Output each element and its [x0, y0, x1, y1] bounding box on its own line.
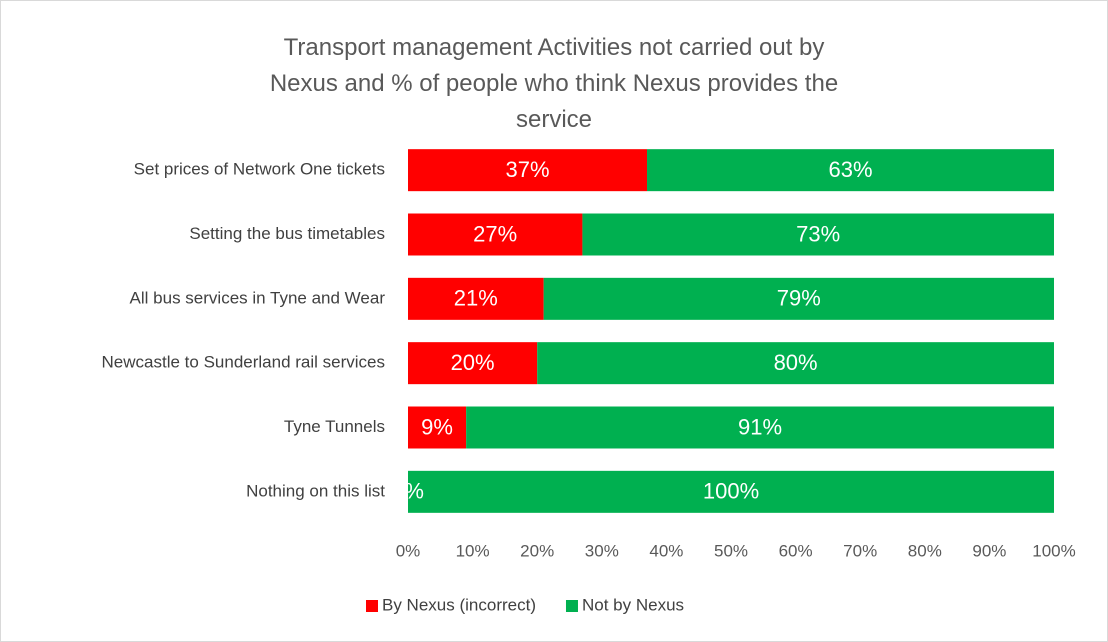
bar-segment — [537, 342, 1054, 385]
bar-segment — [408, 406, 467, 449]
x-tick-label: 80% — [908, 541, 942, 560]
data-label: 27% — [473, 221, 517, 246]
bar-segment — [543, 277, 1054, 320]
chart-title: Transport management Activities not carr… — [269, 34, 839, 133]
y-tick-label: Setting the bus timetables — [189, 224, 385, 243]
legend-swatch — [366, 600, 378, 612]
legend-label: By Nexus (incorrect) — [382, 595, 536, 614]
data-label: 9% — [421, 414, 453, 439]
data-label: 0% — [392, 479, 424, 504]
bar-segment — [408, 277, 544, 320]
bar-segment — [582, 213, 1054, 256]
x-tick-label: 0% — [396, 541, 421, 560]
data-label: 91% — [738, 414, 782, 439]
data-label: 21% — [454, 286, 498, 311]
x-tick-label: 100% — [1032, 541, 1075, 560]
data-label: 100% — [703, 479, 759, 504]
data-label: 80% — [774, 350, 818, 375]
bar-segment — [408, 342, 538, 385]
bar-segment — [408, 470, 1054, 513]
bar-segment — [408, 213, 583, 256]
bar-segment — [647, 149, 1054, 192]
data-label: 20% — [451, 350, 495, 375]
y-tick-label: Set prices of Network One tickets — [134, 160, 385, 179]
x-tick-label: 90% — [972, 541, 1006, 560]
y-tick-label: All bus services in Tyne and Wear — [130, 288, 386, 307]
x-tick-label: 70% — [843, 541, 877, 560]
y-tick-label: Newcastle to Sunderland rail services — [102, 353, 385, 372]
x-tick-label: 20% — [520, 541, 554, 560]
data-label: 63% — [828, 157, 872, 182]
x-tick-label: 50% — [714, 541, 748, 560]
y-tick-label: Nothing on this list — [246, 481, 385, 500]
bar-segment — [408, 149, 648, 192]
legend-label: Not by Nexus — [582, 595, 684, 614]
bar-segment — [466, 406, 1054, 449]
data-label: 79% — [777, 286, 821, 311]
y-tick-label: Tyne Tunnels — [284, 417, 385, 436]
x-tick-label: 40% — [649, 541, 683, 560]
legend-swatch — [565, 600, 578, 612]
x-tick-label: 10% — [456, 541, 490, 560]
data-label: 37% — [505, 157, 549, 182]
x-tick-label: 60% — [779, 541, 813, 560]
data-label: 73% — [796, 221, 840, 246]
x-tick-label: 30% — [585, 541, 619, 560]
